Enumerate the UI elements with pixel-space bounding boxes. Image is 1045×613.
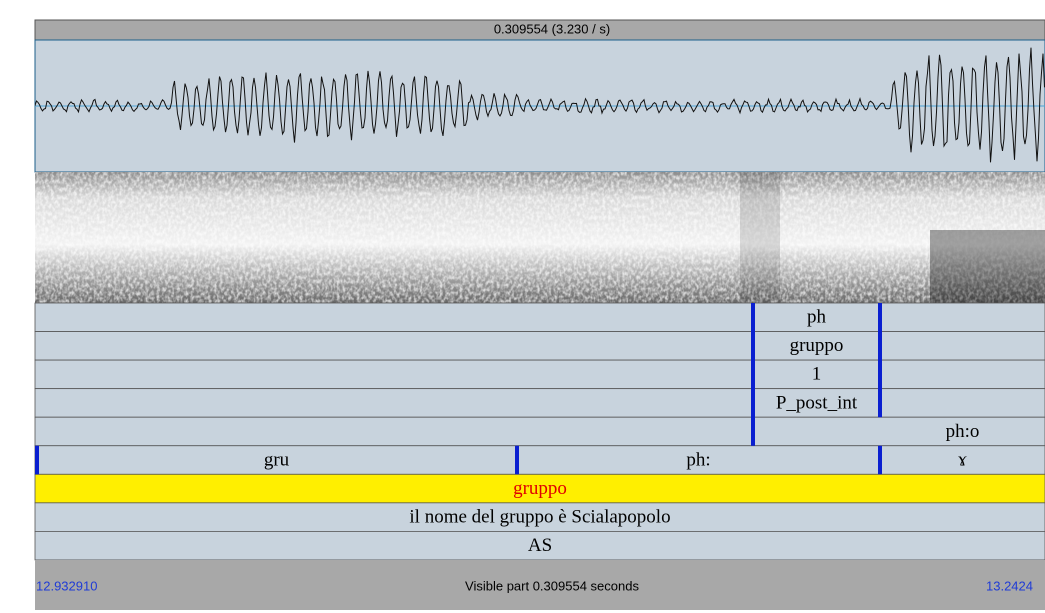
tier [35, 303, 1045, 332]
interval-label: ɤ [958, 449, 967, 470]
interval-label: ph [807, 307, 827, 328]
interval-label: ph:o [946, 421, 980, 442]
spectrogram-formants [930, 230, 1045, 303]
tier [35, 360, 1045, 389]
visible-part: Visible part 0.309554 seconds [465, 578, 639, 593]
interval-label: 1 [812, 364, 822, 385]
praat-editor: 0.309554 (3.230 / s) ph gruppo 1 P_post_int… [0, 0, 1045, 613]
tier [35, 332, 1045, 361]
interval-label: ph: [686, 449, 710, 470]
selection-duration: 0.309554 (3.230 / s) [494, 21, 610, 36]
interval-label: P_post_int [776, 392, 858, 413]
start-time: 12.932910 [36, 578, 97, 593]
interval-label: gruppo [790, 335, 844, 356]
tier [35, 389, 1045, 418]
tier [35, 417, 1045, 446]
spectrogram-burst [740, 172, 780, 303]
spectrogram-noise [35, 172, 1045, 303]
interval-label: gruppo [513, 478, 567, 499]
interval-label: il nome del gruppo è Scialapopolo [409, 506, 670, 527]
end-time: 13.2424 [986, 578, 1033, 593]
tier [35, 446, 1045, 475]
interval-label: gru [264, 449, 290, 470]
interval-label: AS [528, 535, 552, 556]
